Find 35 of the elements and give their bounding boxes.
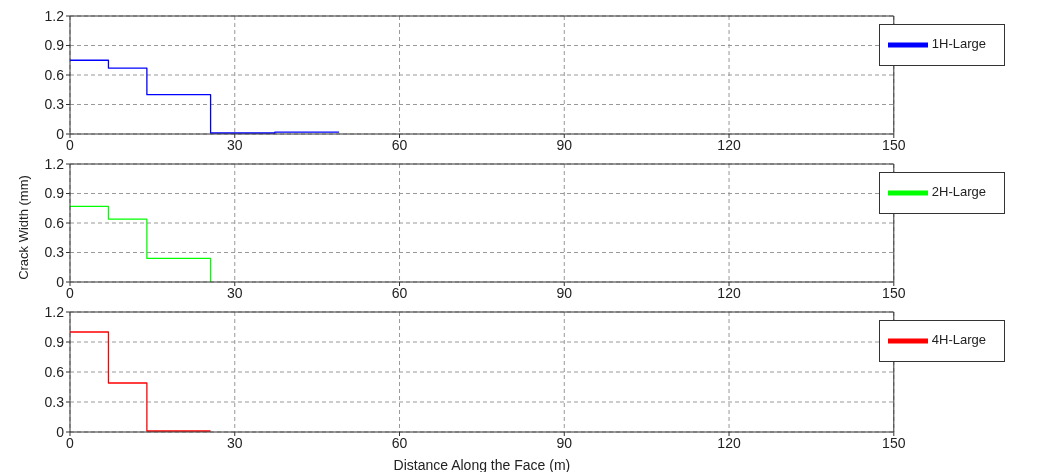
x-tick-label: 150 <box>882 434 906 451</box>
y-tick-label: 0.3 <box>44 393 65 410</box>
x-tick-label: 90 <box>556 136 573 153</box>
y-axis-title: Crack Width (mm) <box>15 174 31 282</box>
x-tick-label: 120 <box>717 284 741 301</box>
y-tick-label: 0.9 <box>44 185 65 202</box>
y-tick-label: 0 <box>56 125 65 142</box>
x-tick-label: 60 <box>391 434 408 451</box>
y-tick-label: 0 <box>56 273 65 290</box>
x-tick-label: 30 <box>226 136 243 153</box>
x-tick-label: 120 <box>717 136 741 153</box>
y-tick-label: 1.2 <box>44 7 65 24</box>
x-tick-label: 90 <box>556 434 573 451</box>
y-tick-label: 0.3 <box>44 96 65 113</box>
x-tick-label: 150 <box>882 284 906 301</box>
legend-label: 1H-Large <box>931 36 986 52</box>
x-tick-label: 30 <box>226 434 243 451</box>
y-tick-label: 0.9 <box>44 37 65 54</box>
x-tick-label: 30 <box>226 284 243 301</box>
y-tick-label: 0 <box>56 423 65 440</box>
y-tick-label: 0.6 <box>44 66 65 83</box>
y-tick-label: 0.6 <box>44 214 65 231</box>
y-tick-label: 0.3 <box>44 244 65 261</box>
y-tick-label: 1.2 <box>44 155 65 172</box>
y-tick-label: 0.6 <box>44 363 65 380</box>
legend-label: 4H-Large <box>931 332 986 348</box>
x-tick-label: 60 <box>391 284 408 301</box>
x-tick-label: 90 <box>556 284 573 301</box>
x-axis-title: Distance Along the Face (m) <box>393 457 571 473</box>
legend-label: 2H-Large <box>931 184 986 200</box>
x-tick-label: 150 <box>882 136 906 153</box>
y-tick-label: 1.2 <box>44 303 65 320</box>
x-tick-label: 120 <box>717 434 741 451</box>
y-tick-label: 0.9 <box>44 333 65 350</box>
x-tick-label: 60 <box>391 136 408 153</box>
